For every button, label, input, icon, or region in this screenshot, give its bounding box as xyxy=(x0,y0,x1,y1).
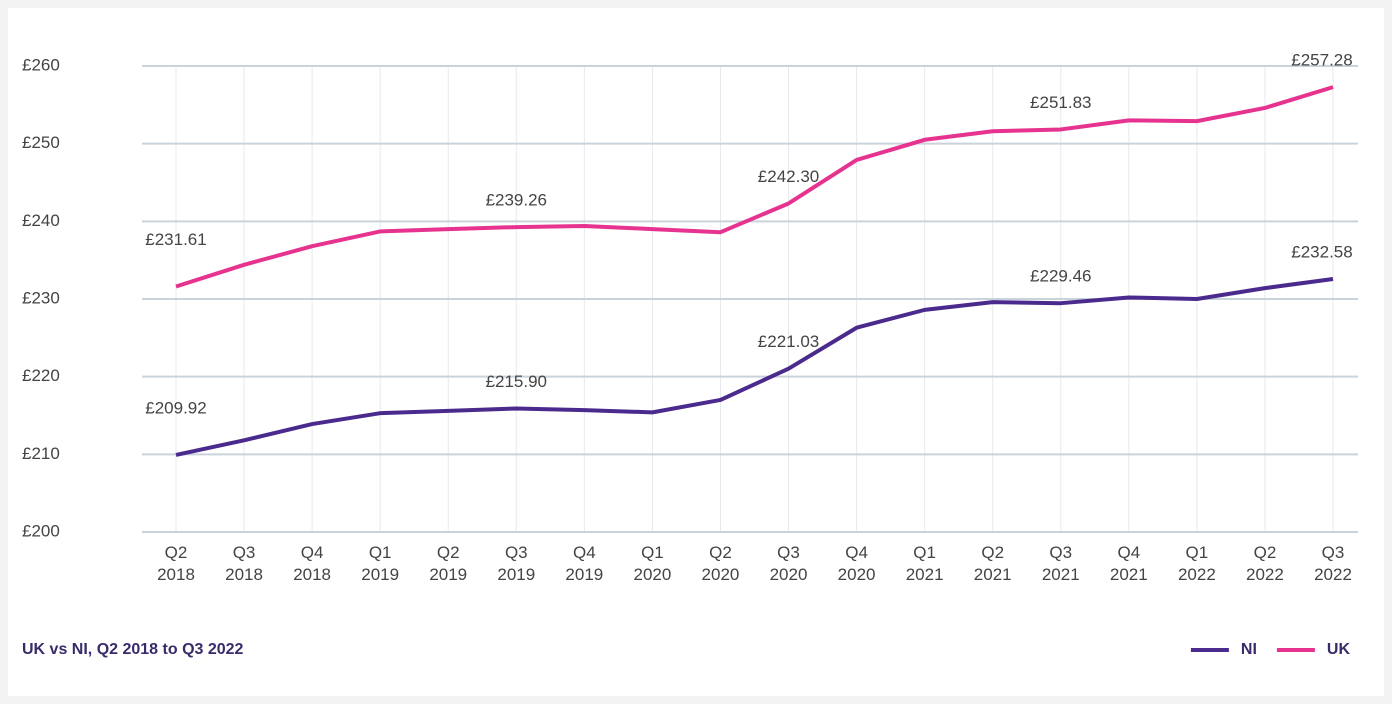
x-tick-label: Q1 2019 xyxy=(361,543,400,584)
y-tick-label: £250 xyxy=(22,133,60,152)
y-tick-label: £260 xyxy=(22,55,60,74)
legend-label: UK xyxy=(1327,641,1351,658)
data-label: £251.83 xyxy=(1030,93,1091,112)
data-label: £257.28 xyxy=(1291,51,1352,70)
data-label: £215.90 xyxy=(486,372,547,391)
x-tick-label: Q2 2020 xyxy=(701,543,740,584)
x-tick-label: Q2 2021 xyxy=(973,543,1012,584)
chart: UK vs NI, Q2 2018 to Q3 2022 £200 £210 £22… xyxy=(22,51,1358,658)
x-tick-label: Q4 2018 xyxy=(293,543,332,584)
caption: UK vs NI, Q2 2018 to Q3 2022 xyxy=(22,641,244,658)
data-label: £221.03 xyxy=(758,332,819,351)
x-tick-label: Q2 2022 xyxy=(1246,543,1284,584)
data-label: £209.92 xyxy=(145,398,206,417)
data-label: £239.26 xyxy=(486,191,547,210)
y-tick-label: £220 xyxy=(22,366,60,385)
x-tick-label: Q4 2021 xyxy=(1109,543,1148,584)
x-tick-label: Q3 2021 xyxy=(1041,543,1080,584)
x-tick-label: Q4 2020 xyxy=(837,543,876,584)
x-tick-label: Q4 2019 xyxy=(565,543,604,584)
x-tick-label: Q3 2018 xyxy=(225,543,263,584)
x-tick-label: Q1 2022 xyxy=(1177,543,1216,584)
data-label: £229.46 xyxy=(1030,267,1091,286)
x-tick-label: Q1 2021 xyxy=(905,543,944,584)
x-tick-label: Q3 2022 xyxy=(1314,543,1352,584)
data-label: £242.30 xyxy=(758,167,819,186)
series-line xyxy=(175,85,1334,289)
x-tick-label: Q2 2019 xyxy=(429,543,468,584)
y-tick-label: £200 xyxy=(22,521,60,540)
x-tick-label: Q2 2018 xyxy=(157,543,195,584)
data-label: £231.61 xyxy=(145,230,206,249)
data-label: £232.58 xyxy=(1291,242,1352,261)
x-tick-label: Q3 2020 xyxy=(769,543,808,584)
x-tick-label: Q3 2019 xyxy=(497,543,536,584)
series-line xyxy=(175,276,1334,457)
x-tick-label: Q1 2020 xyxy=(633,543,672,584)
legend-label: NI xyxy=(1241,641,1257,658)
chart-panel: UK vs NI, Q2 2018 to Q3 2022 £200 £210 £22… xyxy=(8,8,1384,696)
y-tick-label: £210 xyxy=(22,444,60,463)
y-tick-label: £240 xyxy=(22,211,60,230)
y-tick-label: £230 xyxy=(22,288,60,307)
